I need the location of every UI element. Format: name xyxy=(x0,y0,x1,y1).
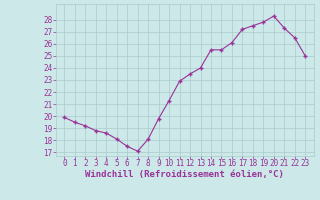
X-axis label: Windchill (Refroidissement éolien,°C): Windchill (Refroidissement éolien,°C) xyxy=(85,170,284,179)
